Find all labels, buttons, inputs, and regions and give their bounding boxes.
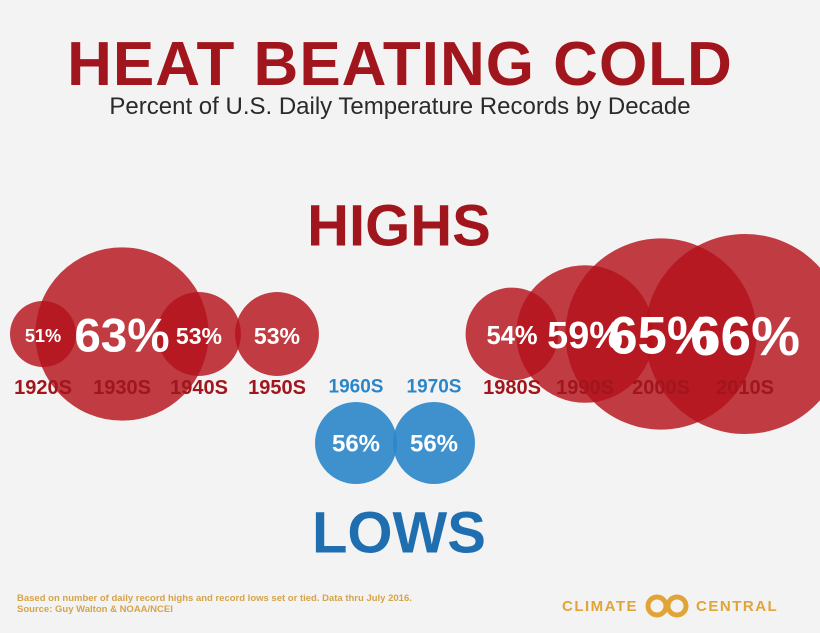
- bubble-1940s: [157, 292, 241, 376]
- decade-label-1950s: 1950S: [248, 377, 306, 399]
- bubble-1930s: [35, 247, 209, 421]
- chart-title: HEAT BEATING COLD: [67, 30, 733, 99]
- decade-label-2010s: 2010S: [716, 377, 774, 399]
- footnote-line-2: Source: Guy Walton & NOAA/NCEI: [17, 604, 173, 615]
- decade-label-1930s: 1930S: [93, 377, 151, 399]
- rings-icon: [645, 594, 689, 618]
- bubble-label-1970s: 56%: [410, 431, 458, 458]
- bubble-label-1920s: 51%: [25, 326, 61, 346]
- decade-label-1990s: 1990S: [556, 377, 614, 399]
- bubble-label-1990s: 59%: [547, 315, 623, 357]
- climate-central-logo: CLIMATE CENTRAL: [562, 594, 782, 618]
- bubble-1960s: [315, 402, 397, 484]
- bubble-label-2000s: 65%: [608, 307, 713, 366]
- decade-label-1960s: 1960S: [329, 377, 384, 398]
- decade-label-1980s: 1980S: [483, 377, 541, 399]
- footnote: Based on number of daily record highs an…: [17, 593, 412, 615]
- bubble-label-1940s: 53%: [176, 323, 222, 349]
- bubble-label-1960s: 56%: [332, 431, 380, 458]
- footnote-line-1: Based on number of daily record highs an…: [17, 593, 412, 604]
- bubble-label-1980s: 54%: [486, 322, 537, 350]
- bubble-label-1950s: 53%: [254, 323, 300, 349]
- brand-right-text: CENTRAL: [696, 597, 779, 615]
- bubble-label-2010s: 66%: [690, 305, 800, 367]
- decade-label-1920s: 1920S: [14, 377, 72, 399]
- decade-label-2000s: 2000S: [632, 377, 690, 399]
- group-label-highs: HIGHS: [307, 194, 491, 259]
- bubble-1950s: [235, 292, 319, 376]
- bubble-1970s: [393, 402, 475, 484]
- group-label-lows: LOWS: [312, 501, 486, 566]
- decade-label-1970s: 1970S: [407, 377, 462, 398]
- bubble-2010s: [644, 233, 820, 435]
- decade-label-1940s: 1940S: [170, 377, 228, 399]
- brand-left-text: CLIMATE: [562, 597, 639, 615]
- bubble-label-1930s: 63%: [74, 310, 169, 363]
- chart-subtitle: Percent of U.S. Daily Temperature Record…: [109, 93, 691, 120]
